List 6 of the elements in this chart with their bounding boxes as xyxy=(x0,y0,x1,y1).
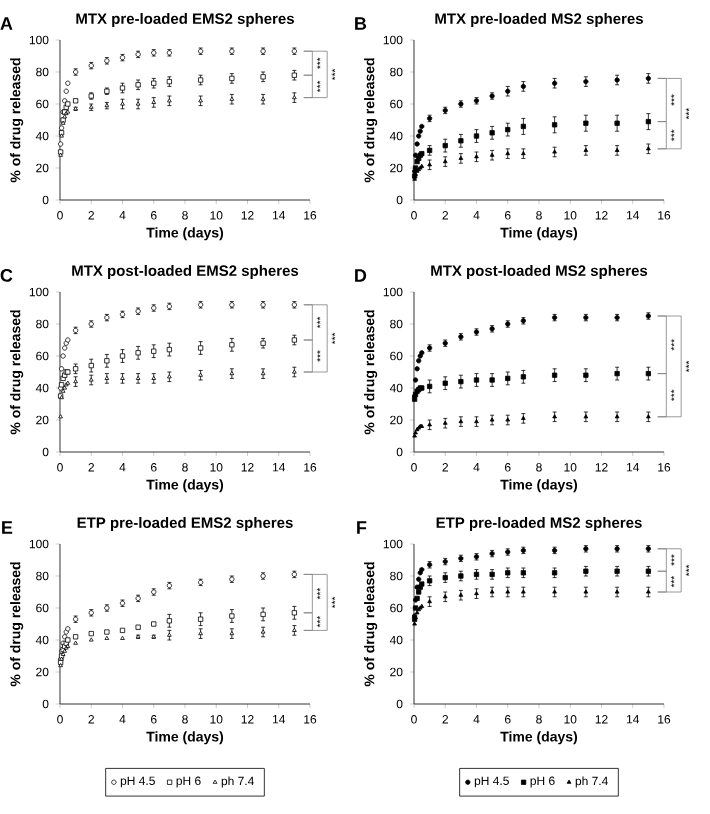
text: A xyxy=(0,17,13,30)
text: E xyxy=(2,521,13,534)
text: C xyxy=(0,268,13,282)
text: B xyxy=(355,17,367,30)
text: D xyxy=(355,269,367,282)
text: F xyxy=(357,521,367,534)
